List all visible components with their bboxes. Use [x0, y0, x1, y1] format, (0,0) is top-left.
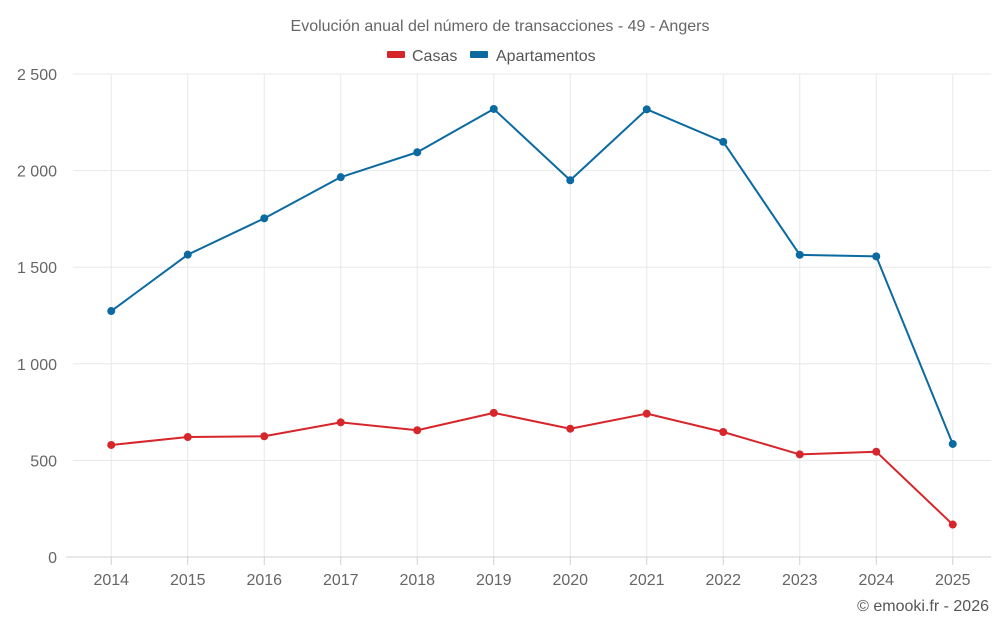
x-tick-label: 2023	[782, 572, 818, 589]
data-point-casas[interactable]	[566, 424, 575, 433]
data-point-casas[interactable]	[795, 450, 804, 459]
x-tick-label: 2014	[93, 572, 129, 589]
y-tick-label: 1 500	[17, 260, 57, 277]
data-point-apartamentos[interactable]	[260, 214, 269, 223]
legend: Casas Apartamentos	[387, 48, 596, 65]
grid	[73, 73, 991, 557]
y-tick-label: 2 500	[17, 67, 57, 84]
data-point-apartamentos[interactable]	[642, 105, 651, 114]
series-layer	[107, 104, 957, 529]
data-point-apartamentos[interactable]	[566, 176, 575, 185]
x-tick-label: 2021	[629, 572, 665, 589]
y-axis: 0 500 1 000 1 500 2 000 2 500	[17, 67, 57, 567]
x-tick-label: 2018	[399, 572, 435, 589]
y-tick-label: 1 000	[17, 357, 57, 374]
x-axis: 2014 2015 2016 2017 2018 2019 2020 2021 2022 2023…	[66, 556, 991, 589]
y-tick-label: 0	[48, 550, 57, 567]
data-point-casas[interactable]	[948, 520, 957, 529]
x-tick-label: 2024	[858, 572, 894, 589]
data-point-casas[interactable]	[642, 409, 651, 418]
legend-swatch-casas	[387, 51, 405, 58]
data-point-casas[interactable]	[489, 408, 498, 417]
x-tick-label: 2015	[170, 572, 206, 589]
data-point-apartamentos[interactable]	[183, 250, 192, 259]
data-point-casas[interactable]	[872, 447, 881, 456]
data-point-apartamentos[interactable]	[336, 173, 345, 182]
x-tick-label: 2020	[552, 572, 588, 589]
credit: © emooki.fr - 2026	[857, 598, 989, 615]
x-tick-label: 2016	[246, 572, 282, 589]
legend-label-apartamentos: Apartamentos	[496, 48, 596, 65]
x-tick-label: 2019	[476, 572, 512, 589]
series-line-casas	[111, 411, 954, 526]
x-tick-label: 2025	[935, 572, 971, 589]
data-point-apartamentos[interactable]	[489, 104, 498, 113]
data-point-casas[interactable]	[183, 433, 192, 442]
x-tick-label: 2022	[705, 572, 741, 589]
data-point-casas[interactable]	[413, 426, 422, 435]
legend-label-casas: Casas	[412, 48, 457, 65]
data-point-apartamentos[interactable]	[872, 252, 881, 261]
data-point-casas[interactable]	[260, 432, 269, 441]
legend-item-casas[interactable]: Casas	[387, 48, 457, 65]
data-point-apartamentos[interactable]	[719, 137, 728, 146]
data-point-apartamentos[interactable]	[795, 250, 804, 259]
legend-item-apartamentos[interactable]: Apartamentos	[470, 48, 596, 65]
y-tick-label: 500	[30, 453, 57, 470]
legend-swatch-apartamentos	[470, 51, 488, 58]
data-point-apartamentos[interactable]	[413, 148, 422, 157]
data-point-casas[interactable]	[336, 418, 345, 427]
series-line-apartamentos	[110, 107, 954, 445]
x-tick-label: 2017	[323, 572, 359, 589]
y-tick-label: 2 000	[17, 164, 57, 181]
series-casas	[107, 408, 957, 529]
data-point-apartamentos[interactable]	[948, 439, 957, 448]
data-point-casas[interactable]	[107, 440, 116, 449]
data-point-apartamentos[interactable]	[107, 307, 116, 316]
chart-title: Evolución anual del número de transaccio…	[291, 18, 710, 35]
data-point-casas[interactable]	[719, 427, 728, 436]
series-apartamentos	[107, 104, 957, 448]
